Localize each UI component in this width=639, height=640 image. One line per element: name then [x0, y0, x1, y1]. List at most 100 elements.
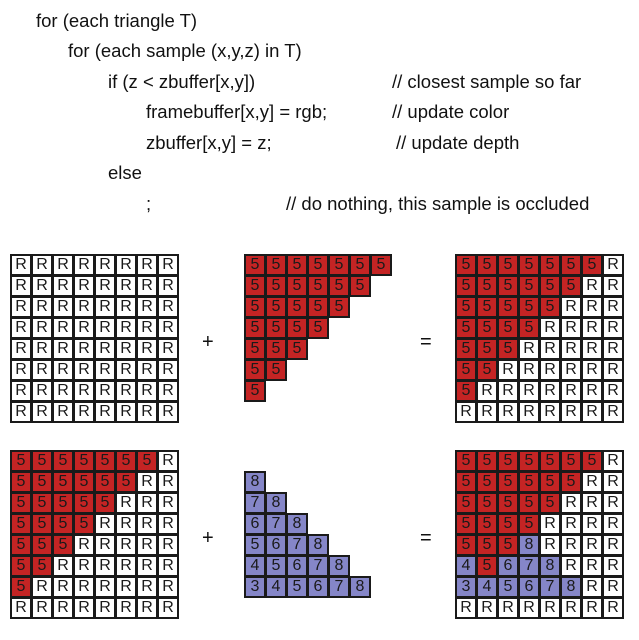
grid-cell: R — [478, 599, 496, 617]
grid-cell: R — [138, 319, 156, 337]
grid-cell: R — [604, 557, 622, 575]
grid-cell: R — [54, 277, 72, 295]
grid-cell: 5 — [307, 317, 329, 339]
grid-cell: R — [117, 298, 135, 316]
grid-cell: 5 — [244, 359, 266, 381]
grid-cell: 6 — [520, 578, 538, 596]
grid-cell: 5 — [499, 494, 517, 512]
grid-cell: 5 — [457, 452, 475, 470]
grid-cell: R — [159, 515, 177, 533]
grid-cell: 5 — [457, 340, 475, 358]
code-line-4: framebuffer[x,y] = rgb; — [146, 101, 328, 122]
grid-cell: 5 — [33, 515, 51, 533]
grid-cell: R — [562, 340, 580, 358]
grid-cell: 5 — [478, 515, 496, 533]
grid-cell: R — [159, 473, 177, 491]
grid-cell: R — [583, 382, 601, 400]
code-line-1: for (each triangle T) — [36, 10, 198, 31]
plus-sign-1: + — [202, 331, 214, 353]
grid-cell: R — [12, 382, 30, 400]
grid-cell: R — [54, 382, 72, 400]
grid-cell: R — [583, 340, 601, 358]
grid-cell: R — [96, 256, 114, 274]
grid-cell: R — [138, 403, 156, 421]
grid-cell: 3 — [244, 576, 266, 598]
grid-cell: R — [75, 557, 93, 575]
grid-cell: 8 — [328, 555, 350, 577]
grid-cell: R — [138, 277, 156, 295]
grid-cell: 5 — [541, 277, 559, 295]
grid-cell: 5 — [499, 256, 517, 274]
grid-cell: R — [117, 494, 135, 512]
grid-cell: 5 — [499, 536, 517, 554]
grid-cell: R — [96, 361, 114, 379]
grid-cell: 5 — [54, 473, 72, 491]
grid-cell: R — [33, 382, 51, 400]
grid-cell: 7 — [307, 555, 329, 577]
grid-cell: 5 — [265, 254, 287, 276]
grid-cell: 5 — [457, 382, 475, 400]
grid-cell: 8 — [541, 557, 559, 575]
grid-cell: R — [96, 340, 114, 358]
grid-cell: R — [12, 340, 30, 358]
grid-cell: 5 — [457, 536, 475, 554]
grid-cell: 5 — [244, 296, 266, 318]
grid-cell: 5 — [520, 515, 538, 533]
grid-cell: 5 — [457, 298, 475, 316]
grid-cell: 5 — [457, 473, 475, 491]
grid-cell: R — [583, 578, 601, 596]
grid-cell: 5 — [286, 576, 308, 598]
grid-cell: 5 — [33, 557, 51, 575]
grid-cell: 5 — [244, 380, 266, 402]
grid-cell: 5 — [478, 277, 496, 295]
grid-cell: 5 — [33, 473, 51, 491]
grid-cell: R — [75, 536, 93, 554]
grid-cell: 5 — [12, 578, 30, 596]
grid-cell: R — [54, 298, 72, 316]
grid-cell: 5 — [265, 317, 287, 339]
grid-cell: R — [117, 277, 135, 295]
grid-cell: R — [138, 599, 156, 617]
grid-cell: 5 — [499, 340, 517, 358]
grid-cell: R — [499, 361, 517, 379]
grid-cell: R — [96, 403, 114, 421]
grid-cell: R — [159, 361, 177, 379]
grid-cell: 5 — [541, 298, 559, 316]
grid-cell: R — [520, 382, 538, 400]
grid-cell: R — [583, 361, 601, 379]
grid-cell: 6 — [307, 576, 329, 598]
grid-cell: R — [33, 298, 51, 316]
grid-cell: R — [54, 319, 72, 337]
grid-cell: R — [12, 256, 30, 274]
grid-cell: 5 — [499, 277, 517, 295]
grid-cell: 5 — [33, 452, 51, 470]
grid-cell: R — [117, 599, 135, 617]
grid-cell: 5 — [75, 515, 93, 533]
grid-cell: 5 — [499, 578, 517, 596]
grid-cell: R — [54, 403, 72, 421]
grid-cell: R — [12, 319, 30, 337]
grid-cell: 6 — [499, 557, 517, 575]
grid-cell: R — [33, 277, 51, 295]
grid-cell: R — [604, 599, 622, 617]
grid-cell: 5 — [117, 473, 135, 491]
grid-cell: R — [117, 403, 135, 421]
code-comment-3: // closest sample so far — [392, 71, 582, 92]
grid-cell: R — [33, 578, 51, 596]
grid-cell: R — [138, 298, 156, 316]
grid-cell: 5 — [244, 534, 266, 556]
grid-cell: R — [12, 361, 30, 379]
grid-cell: R — [138, 256, 156, 274]
grid-cell: 5 — [265, 296, 287, 318]
grid-cell: 5 — [96, 494, 114, 512]
grid-cell: 3 — [457, 578, 475, 596]
grid-cell: 7 — [520, 557, 538, 575]
grid-cell: R — [604, 403, 622, 421]
grid-cell: 5 — [370, 254, 392, 276]
grid-cell: 7 — [541, 578, 559, 596]
grid-cell: R — [117, 319, 135, 337]
grid-cell: R — [117, 340, 135, 358]
grid-cell: R — [457, 403, 475, 421]
grid-cell: R — [96, 319, 114, 337]
